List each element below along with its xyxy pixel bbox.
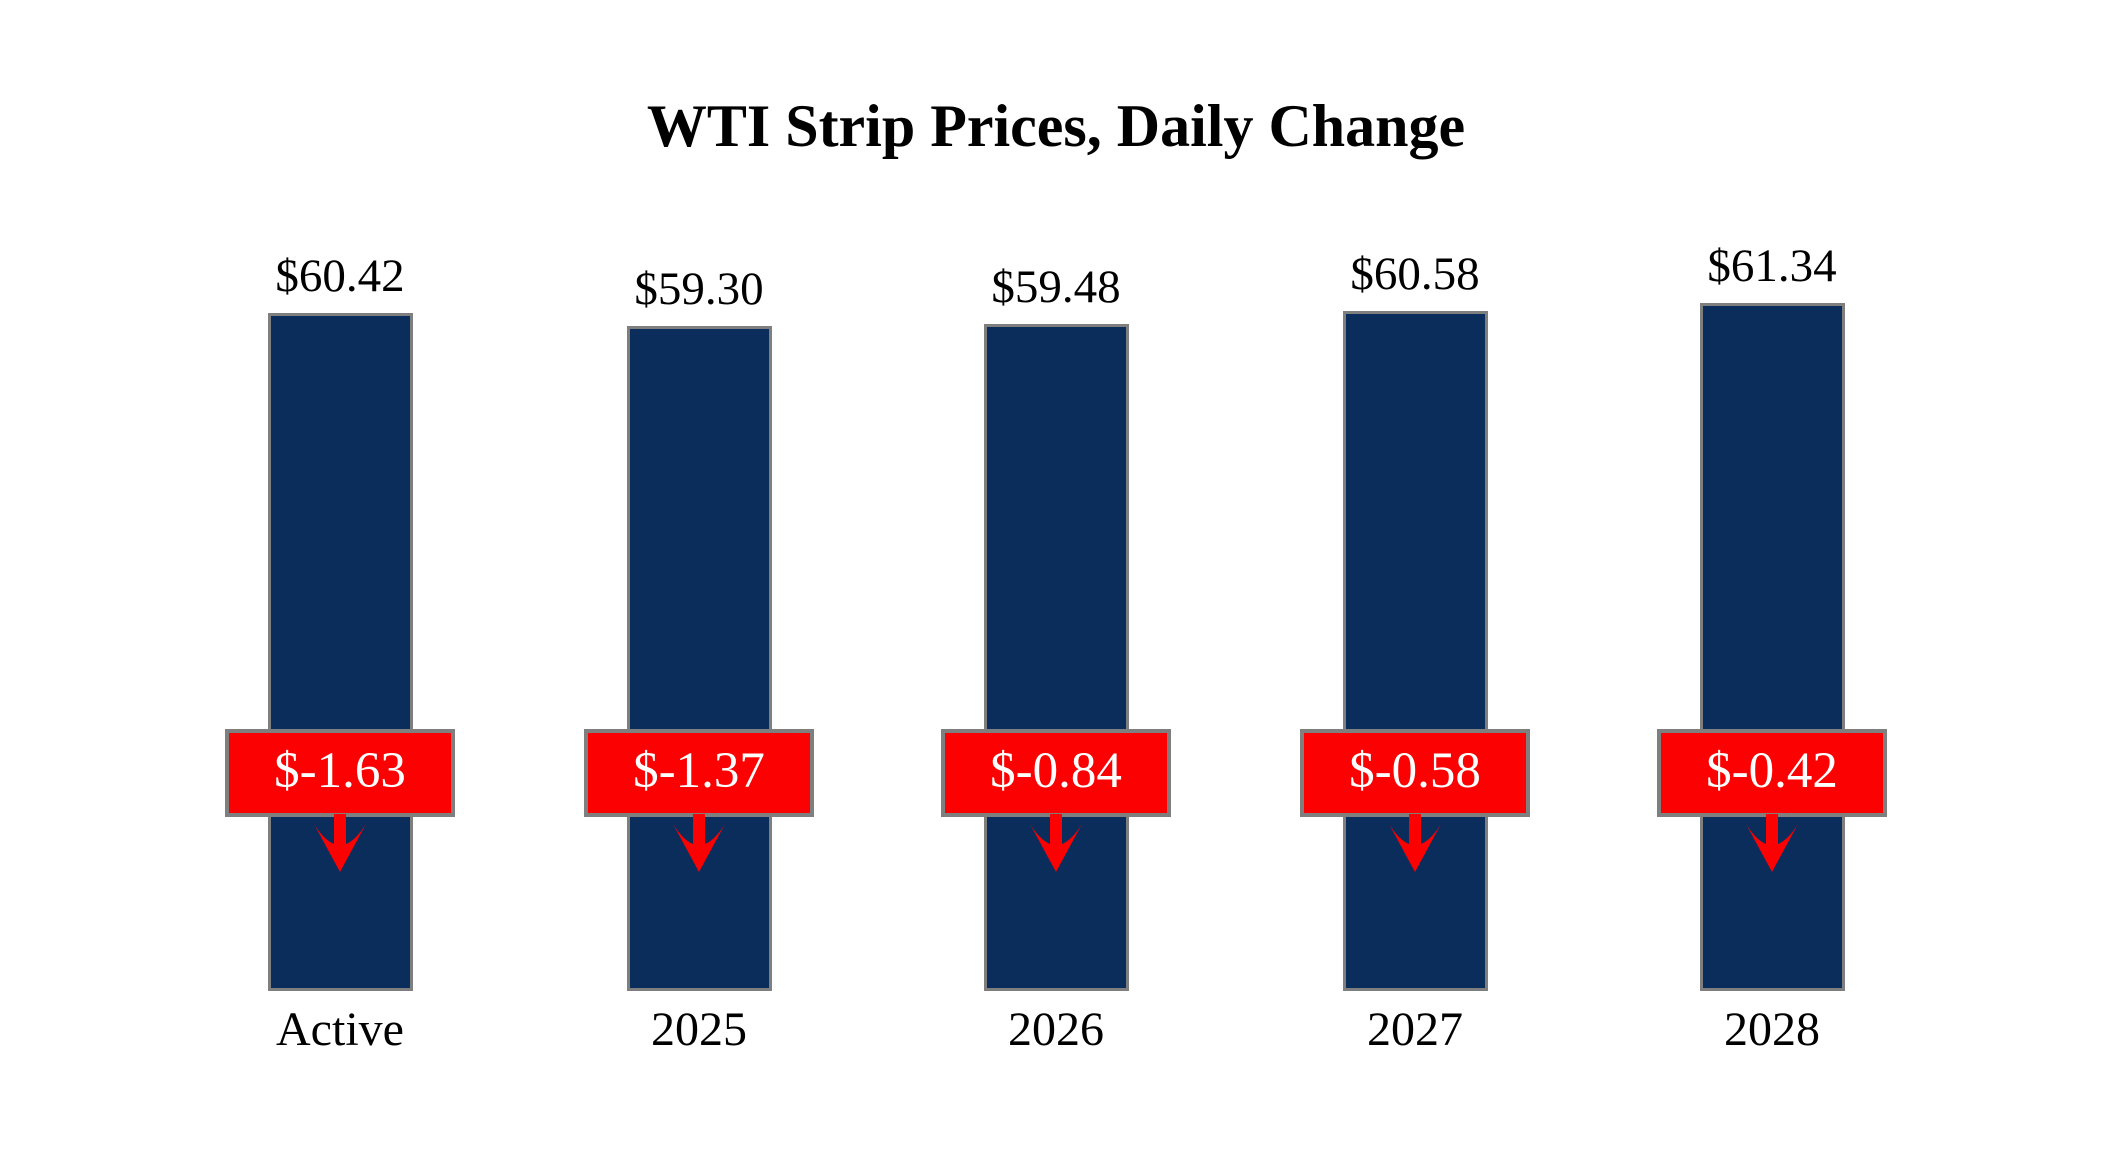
bar-value-label: $59.48 [991,261,1121,313]
category-label: 2027 [1367,1003,1463,1056]
category-label: 2025 [651,1003,747,1056]
bar [267,313,413,991]
change-badge: $-0.42 [1657,729,1887,817]
bar [983,324,1129,991]
category-label: Active [276,1003,404,1056]
change-badge: $-0.58 [1300,729,1530,817]
bar [626,326,772,991]
bar [1699,303,1845,991]
down-arrow-icon [1746,814,1798,872]
bar-value-label: $61.34 [1707,240,1837,292]
change-badge-label: $-1.63 [274,742,406,799]
down-arrow-icon [673,814,725,872]
change-badge: $-1.63 [225,729,455,817]
change-badge-label: $-0.58 [1349,742,1481,799]
change-badge-label: $-0.84 [990,742,1122,799]
change-badge: $-0.84 [941,729,1171,817]
category-label: 2026 [1008,1003,1104,1056]
change-badge-label: $-1.37 [633,742,765,799]
bar [1342,311,1488,991]
down-arrow-icon [314,814,366,872]
change-badge-label: $-0.42 [1706,742,1838,799]
change-badge: $-1.37 [584,729,814,817]
chart-title: WTI Strip Prices, Daily Change [646,93,1466,159]
down-arrow-icon [1030,814,1082,872]
bar-value-label: $60.42 [275,250,405,302]
down-arrow-icon [1389,814,1441,872]
bar-value-label: $60.58 [1350,248,1480,300]
bar-value-label: $59.30 [634,263,764,315]
category-label: 2028 [1724,1003,1820,1056]
